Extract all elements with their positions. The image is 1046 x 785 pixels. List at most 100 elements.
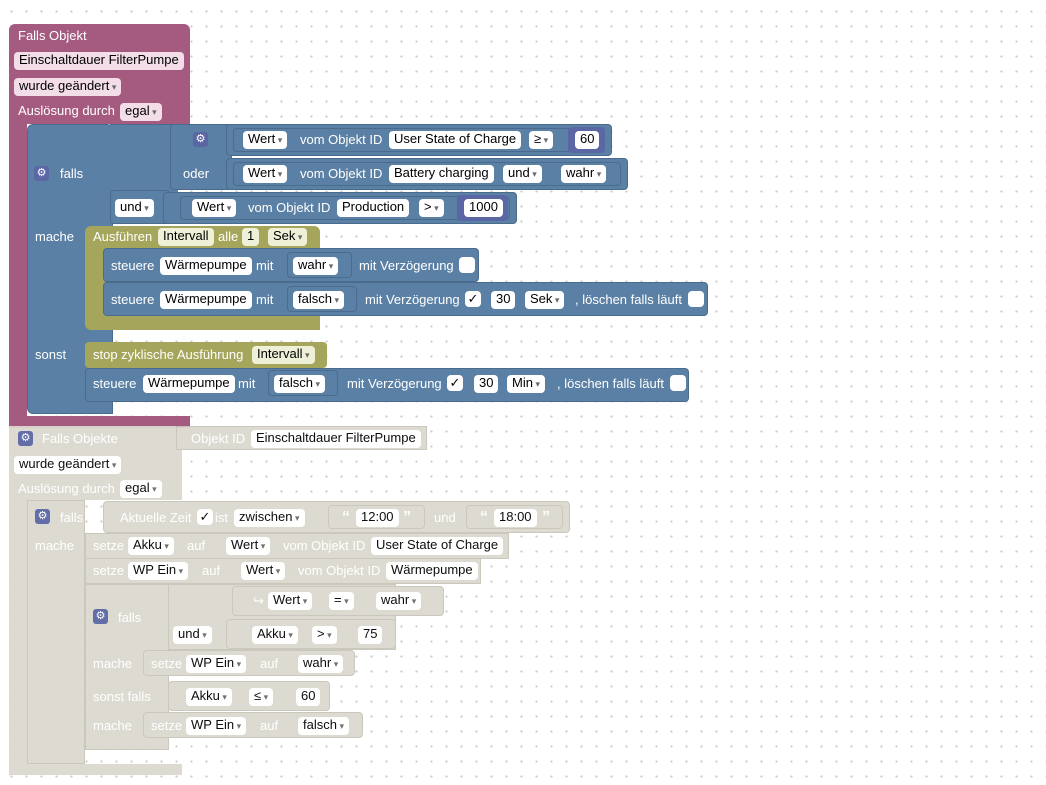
value-dropdown[interactable]: falsch	[293, 291, 344, 309]
interval-unit-dropdown[interactable]: Sek	[268, 228, 308, 246]
event-block-footer	[9, 764, 182, 775]
event-block-spine	[9, 496, 27, 766]
value-dropdown[interactable]: falsch	[274, 375, 325, 393]
stop-interval-dropdown[interactable]: Intervall	[252, 346, 315, 364]
delay-checkbox[interactable]	[459, 257, 475, 273]
is-label: ist	[215, 510, 228, 525]
number-field[interactable]: 60	[575, 131, 600, 149]
variable-dropdown[interactable]: WP Ein	[186, 655, 247, 673]
number-field[interactable]: 75	[358, 626, 383, 644]
return-arrow-icon: ↪	[253, 593, 264, 608]
clear-checkbox[interactable]	[688, 291, 704, 307]
object-id-field[interactable]: Wärmepumpe	[386, 562, 478, 580]
variable-dropdown[interactable]: Akku	[186, 688, 232, 706]
trigger-label: Auslösung durch	[18, 481, 115, 496]
inner-if-gear-icon[interactable]: ⚙	[93, 609, 108, 624]
object-id-field[interactable]: Battery charging	[389, 165, 494, 183]
clear-label: , löschen falls läuft	[557, 376, 664, 391]
event-title: Falls Objekt	[18, 28, 87, 43]
operator-dropdown[interactable]: >	[312, 626, 337, 644]
from-object-label: vom Objekt ID	[300, 166, 383, 181]
quote-close-icon: ”	[542, 509, 550, 526]
object-id-field[interactable]: User State of Charge	[389, 131, 522, 149]
with-label: mit	[238, 376, 256, 391]
variable-dropdown[interactable]: Akku	[252, 626, 298, 644]
to-label: auf	[260, 656, 279, 671]
property-dropdown[interactable]: Wert	[192, 199, 237, 217]
time-mode-dropdown[interactable]: zwischen	[234, 509, 305, 527]
delay-unit-dropdown[interactable]: Sek	[525, 291, 565, 309]
time-from-field[interactable]: 12:00	[356, 509, 399, 527]
number-field[interactable]: 60	[296, 688, 321, 706]
variable-dropdown[interactable]: Akku	[128, 537, 174, 555]
control-object-field[interactable]: Wärmepumpe	[160, 291, 252, 309]
time-to-field[interactable]: 18:00	[494, 509, 537, 527]
time-checkbox[interactable]: ✓	[197, 509, 213, 525]
else-label: sonst	[35, 347, 67, 362]
object-id-field[interactable]: User State of Charge	[371, 537, 504, 555]
delay-label: mit Verzögerung	[347, 376, 442, 391]
control-label: steuere	[111, 258, 155, 273]
to-label: auf	[187, 538, 206, 553]
every-label: alle	[218, 229, 239, 244]
delay-checkbox[interactable]: ✓	[447, 375, 463, 391]
set-label: setze	[93, 563, 125, 578]
operator-dropdown[interactable]: ≤	[249, 688, 274, 706]
delay-number-field[interactable]: 30	[474, 375, 499, 393]
property-dropdown[interactable]: Wert	[243, 131, 288, 149]
control-object-field[interactable]: Wärmepumpe	[160, 257, 252, 275]
control-object-field[interactable]: Wärmepumpe	[143, 375, 235, 393]
object-id-field[interactable]: Production	[337, 199, 410, 217]
interval-name-field[interactable]: Intervall	[158, 228, 214, 246]
if-gear-icon[interactable]: ⚙	[34, 166, 49, 181]
trigger-dropdown[interactable]: egal	[120, 480, 162, 498]
boolean-dropdown[interactable]: wahr	[561, 165, 607, 183]
object-id-label: Objekt ID	[191, 431, 246, 446]
boolean-dropdown[interactable]: wahr	[298, 655, 344, 673]
operator-dropdown[interactable]: >	[419, 199, 444, 217]
number-field[interactable]: 1000	[464, 199, 503, 217]
property-dropdown[interactable]: Wert	[243, 165, 288, 183]
operator-dropdown[interactable]: ≥	[529, 131, 554, 149]
clear-checkbox[interactable]	[670, 375, 686, 391]
else-if-label: sonst falls	[93, 689, 151, 704]
time-label: Aktuelle Zeit	[120, 510, 192, 525]
and-dropdown[interactable]: und	[115, 199, 154, 217]
trigger-dropdown[interactable]: egal	[120, 103, 162, 121]
set-label: setze	[151, 656, 183, 671]
operator-dropdown[interactable]: =	[329, 592, 354, 610]
object-id-field[interactable]: Einschaltdauer FilterPumpe	[14, 52, 184, 70]
control-label: steuere	[93, 376, 137, 391]
property-dropdown[interactable]: Wert	[241, 562, 286, 580]
if-gear-icon[interactable]: ⚙	[35, 509, 50, 524]
quote-open-icon: “	[342, 509, 350, 526]
with-label: mit	[256, 258, 274, 273]
delay-number-field[interactable]: 30	[491, 291, 516, 309]
event-gear-icon[interactable]: ⚙	[18, 431, 33, 446]
boolean-dropdown[interactable]: wahr	[376, 592, 422, 610]
delay-unit-dropdown[interactable]: Min	[507, 375, 545, 393]
changed-dropdown[interactable]: wurde geändert	[14, 78, 122, 96]
if-block[interactable]	[27, 500, 85, 764]
from-object-label: vom Objekt ID	[283, 538, 366, 553]
quote-close-icon: ”	[403, 509, 411, 526]
trigger-label: Auslösung durch	[18, 103, 115, 118]
do-label: mache	[93, 656, 133, 671]
from-object-label: vom Objekt ID	[248, 200, 331, 215]
changed-dropdown[interactable]: wurde geändert	[14, 456, 122, 474]
or-gear-icon[interactable]: ⚙	[193, 132, 208, 147]
quote-open-icon: “	[480, 509, 488, 526]
variable-dropdown[interactable]: WP Ein	[128, 562, 189, 580]
interval-number-field[interactable]: 1	[242, 228, 260, 246]
property-dropdown[interactable]: Wert	[226, 537, 271, 555]
operator-dropdown[interactable]: und	[503, 165, 542, 183]
value-dropdown[interactable]: wahr	[293, 257, 339, 275]
variable-dropdown[interactable]: WP Ein	[186, 717, 247, 735]
and-dropdown[interactable]: und	[173, 626, 212, 644]
run-label: Ausführen	[93, 229, 153, 244]
and-label: und	[434, 510, 456, 525]
object-id-field[interactable]: Einschaltdauer FilterPumpe	[251, 430, 421, 448]
delay-checkbox[interactable]: ✓	[465, 291, 481, 307]
property-dropdown[interactable]: Wert	[268, 592, 313, 610]
boolean-dropdown[interactable]: falsch	[298, 717, 349, 735]
